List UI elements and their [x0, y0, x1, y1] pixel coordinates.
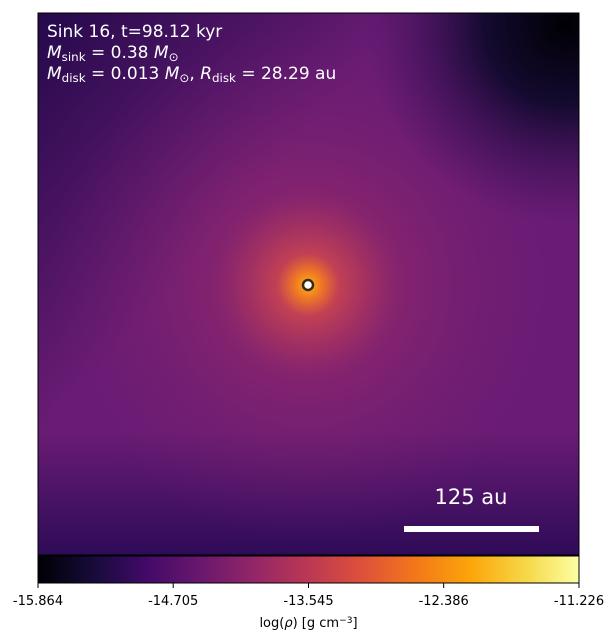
text-segment: = 0.38 [86, 43, 154, 63]
text-segment: disk [62, 71, 86, 85]
colorbar-axis: -15.864 -14.705 -13.545 -12.386 -11.226 log(ρ… [13, 583, 604, 631]
text-segment: sink [62, 50, 86, 64]
tick-label: -11.226 [554, 594, 604, 609]
rich-text: log(ρ) [g cm−3] [259, 616, 357, 631]
tick-label: -12.386 [419, 594, 469, 609]
scale-bar-label: 125 au [435, 485, 508, 509]
colorbar [37, 555, 580, 584]
rich-text: Mdisk = 0.013 M⊙, Rdisk = 28.29 au [47, 64, 336, 85]
text-segment: R [200, 64, 212, 84]
text-segment: M [154, 43, 169, 63]
tick-label: -14.705 [148, 594, 198, 609]
tick-label: -13.545 [283, 594, 333, 609]
text-segment: log( [259, 616, 284, 631]
text-segment: = 0.013 [86, 64, 165, 84]
sink-marker [301, 278, 315, 292]
text-segment: disk [212, 71, 236, 85]
text-segment: = 28.29 au [236, 64, 336, 84]
rich-text: Sink 16, t=98.12 kyr [47, 22, 222, 42]
text-segment: ⊙ [169, 50, 179, 64]
text-segment: −3 [339, 616, 353, 626]
text-segment: ] [352, 616, 357, 631]
text-segment: Sink 16, t=98.12 kyr [47, 22, 222, 42]
text-segment: ρ [284, 616, 293, 631]
text-segment: M [165, 64, 180, 84]
rich-text: Msink = 0.38 M⊙ [47, 43, 179, 64]
text-segment: M [47, 43, 62, 63]
text-segment: ) [g cm [293, 616, 339, 631]
frame [37, 12, 580, 556]
text-segment: M [47, 64, 62, 84]
text-segment: ⊙ [179, 71, 189, 85]
tick-label: -15.864 [13, 594, 63, 609]
text-segment: , [189, 64, 200, 84]
